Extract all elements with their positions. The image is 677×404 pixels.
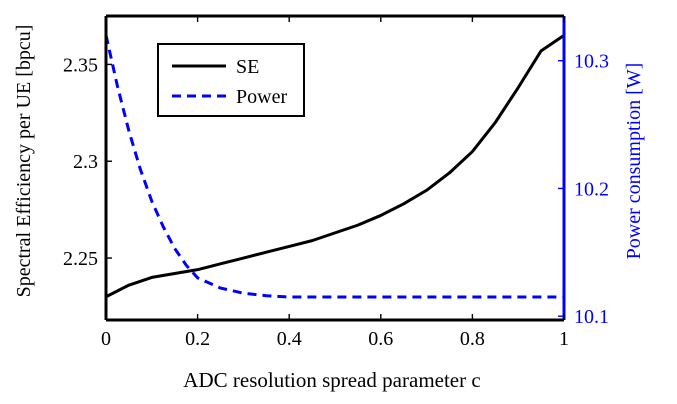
right-y-tick-label: 10.3	[574, 51, 609, 73]
right-y-tick-label: 10.2	[574, 178, 609, 200]
x-tick-label: 0.2	[185, 328, 210, 350]
left-y-tick-label: 2.3	[73, 151, 98, 173]
x-tick-label: 0.8	[460, 328, 485, 350]
left-y-tick-label: 2.35	[63, 54, 98, 76]
legend-label-se: SE	[236, 56, 259, 78]
x-axis-label: ADC resolution spread parameter c	[183, 368, 480, 392]
left-y-tick-label: 2.25	[63, 248, 98, 270]
x-tick-label: 1	[559, 328, 569, 350]
legend-box	[157, 43, 305, 117]
x-tick-label: 0	[101, 328, 111, 350]
legend-label-power: Power	[236, 86, 287, 108]
left-y-axis-label: Spectral Efficiency per UE [bpcu]	[13, 25, 35, 298]
right-y-axis-label: Power consumption [W]	[623, 63, 645, 260]
series-line-se	[105, 34, 565, 299]
x-tick-label: 0.4	[277, 328, 302, 350]
right-y-tick-label: 10.1	[574, 306, 609, 328]
series-line-power	[104, 34, 564, 299]
legend: SE Power	[157, 43, 305, 117]
x-tick-label: 0.6	[368, 328, 393, 350]
